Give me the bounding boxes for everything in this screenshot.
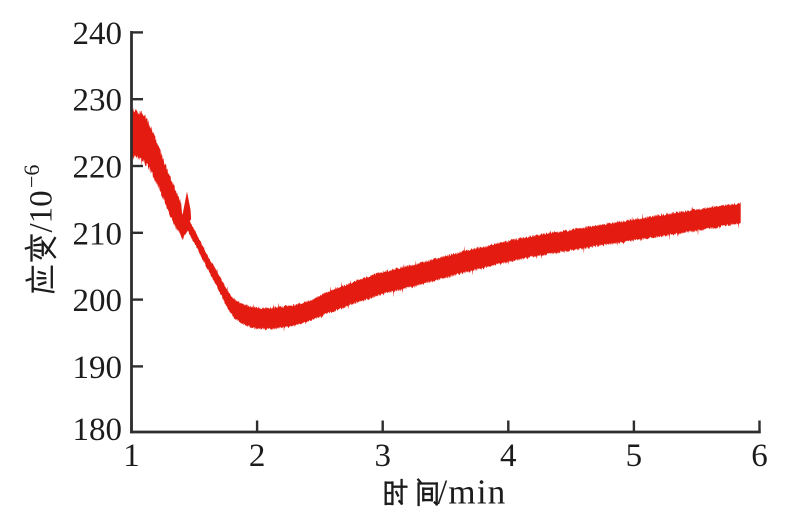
svg-text:2: 2 [249, 438, 266, 474]
svg-text:1: 1 [123, 438, 140, 474]
svg-text:180: 180 [73, 412, 123, 448]
svg-text:4: 4 [500, 438, 517, 474]
svg-text:230: 230 [73, 83, 123, 119]
svg-text:3: 3 [374, 438, 391, 474]
svg-text:220: 220 [73, 150, 123, 186]
svg-text:5: 5 [626, 438, 643, 474]
svg-text:200: 200 [73, 283, 123, 319]
svg-text:−6: −6 [19, 165, 44, 188]
svg-text:240: 240 [73, 16, 123, 52]
svg-text:6: 6 [751, 438, 768, 474]
svg-text:210: 210 [73, 216, 123, 252]
svg-text:/10: /10 [24, 190, 60, 232]
svg-text:/min: /min [438, 473, 507, 512]
svg-text:190: 190 [73, 350, 123, 386]
